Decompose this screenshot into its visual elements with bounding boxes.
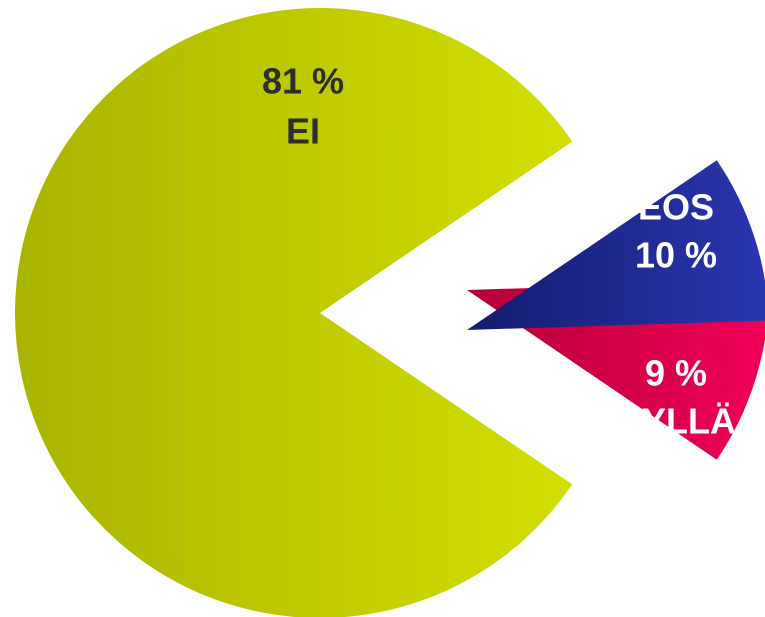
slice-value-label-ei: 81 % xyxy=(262,61,344,102)
pie-slice-ei xyxy=(15,8,573,617)
slice-category-label-eos: EOS xyxy=(638,187,714,228)
slice-value-label-kyllä: 9 % xyxy=(645,353,707,394)
slice-value-label-eos: 10 % xyxy=(635,235,717,276)
slice-category-label-kyllä: KYLLÄ xyxy=(616,401,736,442)
pie-slice-kyllä xyxy=(467,160,765,330)
slice-category-label-ei: EI xyxy=(286,111,320,152)
